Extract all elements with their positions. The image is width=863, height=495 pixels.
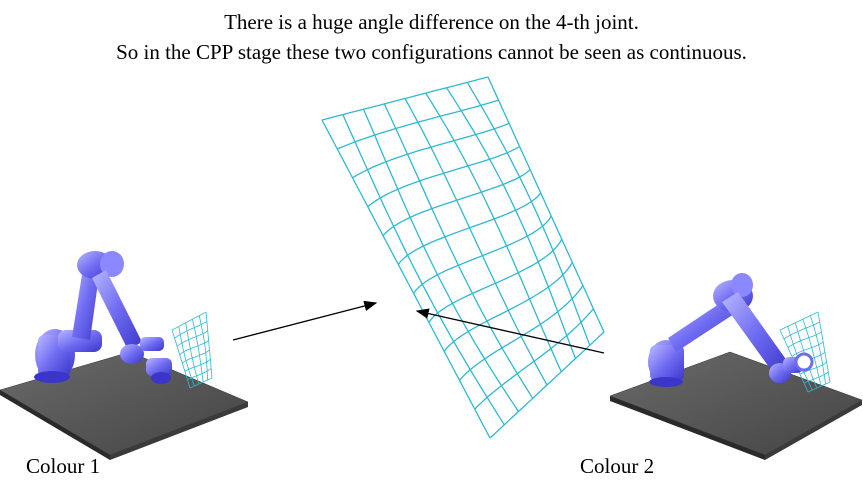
- mesh-column-line: [185, 322, 200, 385]
- mesh-row-line: [783, 321, 820, 340]
- left-small-mesh: [171, 311, 213, 389]
- label-colour-2: Colour 2: [580, 454, 655, 478]
- mesh-row-line: [367, 145, 520, 208]
- mesh-column-line: [466, 82, 591, 346]
- mesh-row-line: [182, 349, 210, 364]
- mesh-row-line: [787, 331, 822, 349]
- right-table: [609, 351, 863, 456]
- mesh-column-line: [198, 315, 208, 381]
- mesh-column-line: [342, 114, 505, 426]
- mesh-column-line: [817, 311, 831, 383]
- mesh-column-line: [205, 311, 213, 379]
- arrow-left: [232, 300, 378, 341]
- central-surface-mesh: [321, 76, 605, 439]
- mesh-column-line: [383, 103, 534, 399]
- mesh-row-line: [428, 238, 563, 323]
- mesh-column-line: [810, 315, 826, 385]
- mesh-column-line: [802, 319, 822, 387]
- arrow-right: [415, 308, 605, 354]
- mesh-column-line: [487, 76, 605, 333]
- mesh-column-line: [192, 319, 204, 383]
- mesh-column-line: [362, 109, 520, 412]
- mesh-row-line: [791, 341, 824, 357]
- right-robot-scene: [609, 273, 863, 460]
- mesh-row-line: [174, 321, 208, 339]
- mesh-row-line: [803, 371, 829, 384]
- mesh-row-line: [779, 311, 819, 331]
- mesh-column-line: [445, 87, 577, 359]
- mesh-row-line: [382, 169, 531, 237]
- mesh-row-line: [184, 358, 211, 372]
- mesh-column-line: [321, 119, 491, 439]
- mesh-row-line: [799, 361, 827, 375]
- mesh-row-line: [459, 285, 584, 381]
- mesh-row-line: [189, 377, 213, 389]
- left-robot-arm: [34, 251, 172, 384]
- right-robot-arm: [648, 273, 814, 387]
- mesh-row-line: [337, 99, 499, 150]
- label-colour-1: Colour 1: [26, 454, 101, 478]
- left-robot-scene: [0, 251, 249, 460]
- caption-line-1: There is a huge angle difference on the …: [224, 10, 639, 34]
- mesh-column-line: [425, 92, 562, 373]
- mesh-row-line: [171, 311, 207, 331]
- mesh-column-line: [178, 326, 195, 387]
- mesh-row-line: [807, 381, 831, 393]
- mesh-column-line: [404, 98, 548, 386]
- mesh-row-line: [187, 368, 212, 381]
- mesh-row-line: [179, 340, 209, 356]
- caption-line-2: So in the CPP stage these two configurat…: [116, 40, 747, 64]
- mesh-row-line: [176, 330, 208, 347]
- mesh-column-line: [171, 329, 191, 389]
